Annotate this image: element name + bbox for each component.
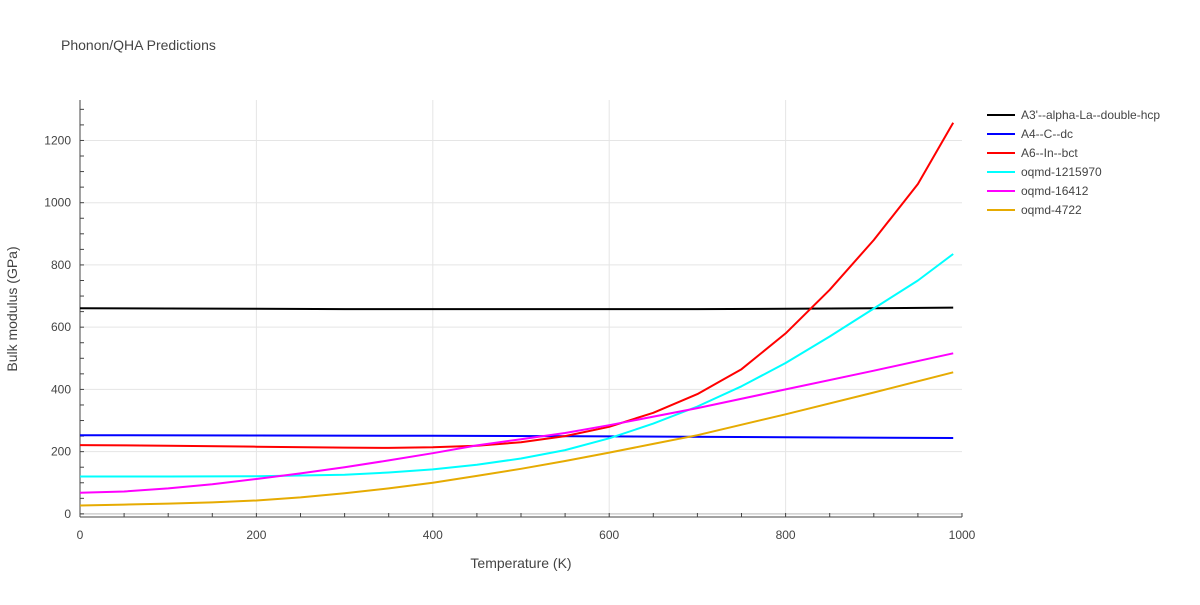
y-tick-label: 600	[51, 320, 71, 334]
axes-layer: 0 200 400 600 800 1000 0 200 400 600 800 1000 1200	[44, 100, 976, 542]
x-tick-label: 1000	[949, 528, 976, 542]
legend-item: oqmd-4722	[987, 203, 1082, 217]
y-tick-label: 0	[64, 507, 71, 521]
y-tick-label: 1000	[44, 196, 71, 210]
x-tick-label: 200	[246, 528, 266, 542]
legend-item: A4--C--dc	[987, 127, 1073, 141]
legend-label: oqmd-16412	[1021, 184, 1089, 198]
x-tick-label: 0	[77, 528, 84, 542]
y-axis-label: Bulk modulus (GPa)	[4, 246, 20, 371]
x-tick-label: 400	[423, 528, 443, 542]
x-axis-label: Temperature (K)	[470, 555, 571, 571]
series-line	[79, 434, 954, 439]
y-tick-label: 800	[51, 258, 71, 272]
y-tick-label: 1200	[44, 133, 71, 147]
series-layer	[79, 122, 955, 507]
legend-label: A4--C--dc	[1021, 127, 1073, 141]
legend-item: oqmd-16412	[987, 184, 1089, 198]
legend-item: oqmd-1215970	[987, 165, 1102, 179]
legend: A3'--alpha-La--double-hcp A4--C--dc A6--In…	[987, 108, 1160, 217]
series-line	[79, 371, 954, 507]
legend-label: A6--In--bct	[1021, 146, 1078, 160]
series-line	[80, 253, 954, 478]
legend-label: A3'--alpha-La--double-hcp	[1021, 108, 1160, 122]
legend-item: A3'--alpha-La--double-hcp	[987, 108, 1160, 122]
x-tick-label: 800	[776, 528, 796, 542]
legend-label: oqmd-1215970	[1021, 165, 1102, 179]
legend-item: A6--In--bct	[987, 146, 1078, 160]
y-tick-label: 400	[51, 382, 71, 396]
series-line	[79, 306, 954, 311]
y-tick-label: 200	[51, 445, 71, 459]
x-tick-label: 600	[599, 528, 619, 542]
chart-title: Phonon/QHA Predictions	[61, 37, 216, 53]
series-line	[79, 352, 954, 494]
legend-label: oqmd-4722	[1021, 203, 1082, 217]
series-line	[79, 122, 955, 449]
